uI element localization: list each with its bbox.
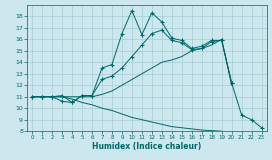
- X-axis label: Humidex (Indice chaleur): Humidex (Indice chaleur): [92, 142, 202, 151]
